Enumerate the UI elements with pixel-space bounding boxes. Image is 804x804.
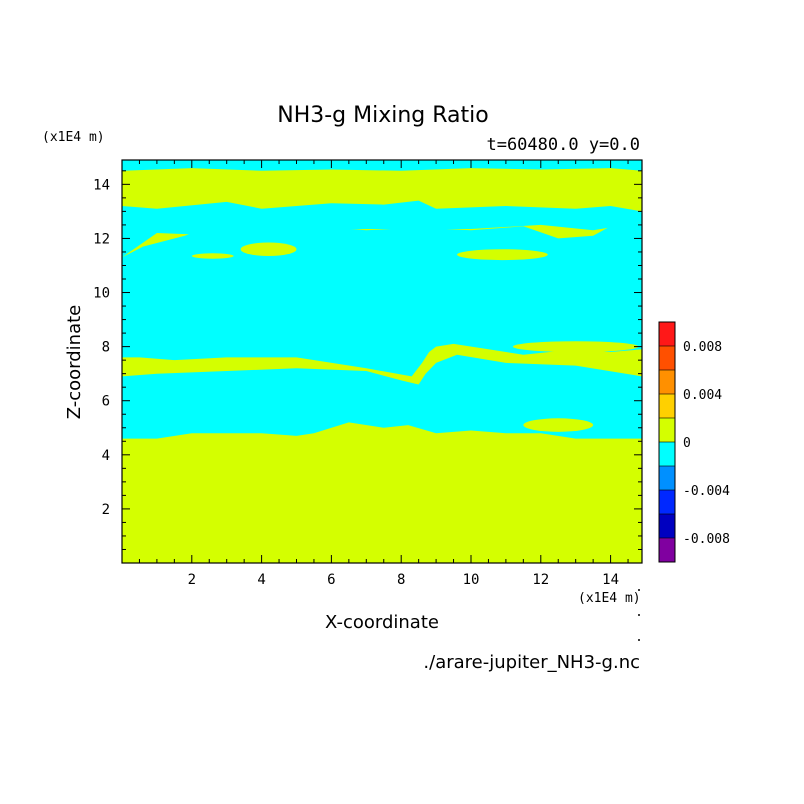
y-tick-label: 14	[93, 177, 110, 193]
colorbar-swatch	[659, 322, 675, 346]
stray-dot	[638, 639, 640, 641]
chart-title: NH3-g Mixing Ratio	[277, 103, 489, 128]
contour-island-1	[191, 253, 234, 259]
colorbar-swatch	[659, 370, 675, 394]
colorbar-swatch	[659, 346, 675, 370]
x-tick-label: 14	[602, 572, 619, 588]
colorbar-label: 0	[683, 436, 691, 451]
x-axis-label: X-coordinate	[325, 612, 439, 633]
colorbar: -0.008 -0.004 0 0.004 0.008	[658, 321, 730, 563]
contour-island-5	[512, 341, 639, 353]
colorbar-label: -0.008	[683, 532, 730, 547]
x-axis-ticks: 2 4 6 8 10 12 14	[138, 160, 629, 588]
contour-region-2	[122, 200, 642, 258]
colorbar-label: 0.008	[683, 340, 722, 355]
y-tick-label: 8	[102, 340, 110, 356]
source-filename: ./arare-jupiter_NH3-g.nc	[423, 652, 640, 673]
contour-island-3	[457, 249, 548, 261]
stray-dot	[638, 589, 640, 591]
colorbar-label: 0.004	[683, 388, 722, 403]
x-tick-label: 4	[257, 572, 265, 588]
colorbar-swatch	[659, 490, 675, 514]
y-axis-ticks: 2 4 6 8 10 12 14	[93, 170, 642, 550]
colorbar-swatch	[659, 514, 675, 538]
x-axis-unit: (x1E4 m)	[578, 591, 641, 606]
contour-island-2	[240, 242, 297, 257]
stray-marks	[638, 589, 640, 641]
y-tick-label: 12	[93, 231, 110, 247]
x-tick-label: 2	[188, 572, 196, 588]
y-tick-label: 10	[93, 286, 110, 302]
contour-region-1	[122, 160, 642, 171]
y-tick-label: 2	[102, 502, 110, 518]
colorbar-label: -0.004	[683, 484, 730, 499]
contour-region-4	[122, 354, 642, 439]
x-tick-label: 8	[397, 572, 405, 588]
y-axis-label: Z-coordinate	[64, 305, 85, 420]
x-tick-label: 12	[532, 572, 549, 588]
x-tick-label: 6	[327, 572, 335, 588]
y-tick-label: 4	[102, 448, 110, 464]
y-axis-unit: (x1E4 m)	[42, 130, 105, 145]
colorbar-swatch	[659, 418, 675, 442]
colorbar-swatch	[659, 538, 675, 562]
plot-frame	[121, 159, 643, 564]
y-tick-label: 6	[102, 394, 110, 410]
colorbar-swatch	[659, 394, 675, 418]
chart-subtitle: t=60480.0 y=0.0	[486, 135, 640, 155]
contour-region-3	[122, 222, 642, 377]
x-tick-label: 10	[463, 572, 480, 588]
colorbar-swatch	[659, 466, 675, 490]
contour-island-6	[523, 418, 594, 432]
contour-island-4	[559, 289, 585, 296]
stray-dot	[638, 614, 640, 616]
colorbar-swatch	[659, 442, 675, 466]
plot-area	[121, 159, 643, 564]
